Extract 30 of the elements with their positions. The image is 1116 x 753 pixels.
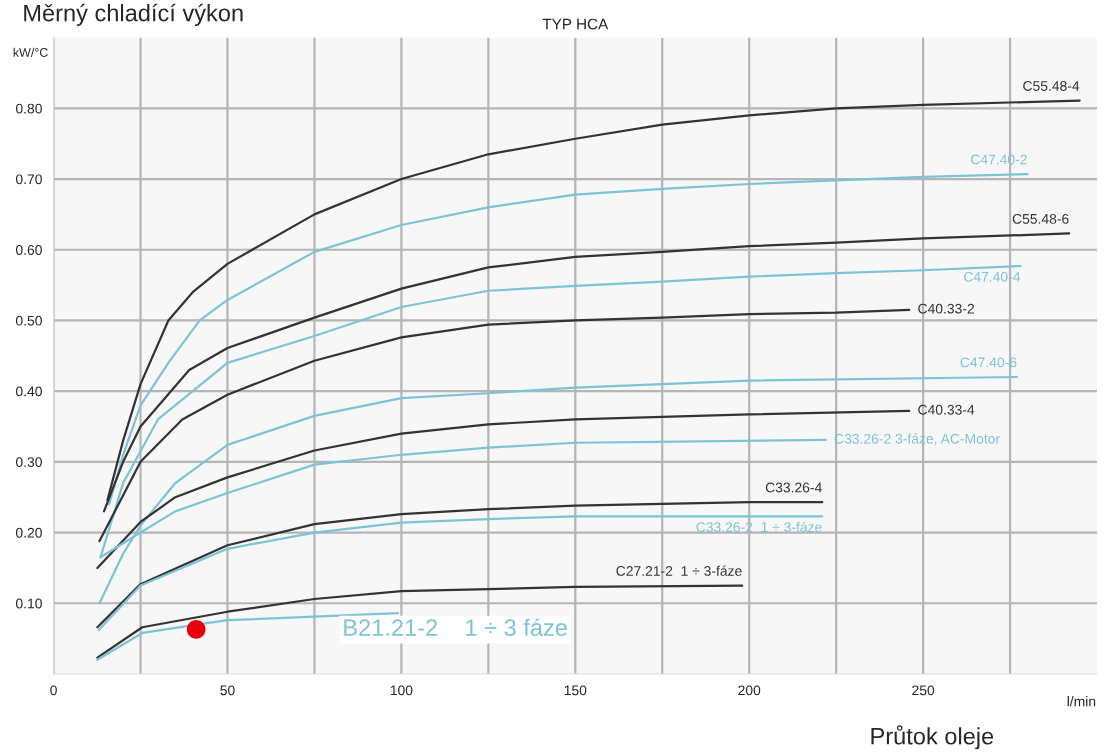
series-label: C27.21-2 1 ÷ 3-fáze (616, 565, 742, 576)
series-label: C55.48-4 (1023, 81, 1080, 91)
y-tick-label: 0.50 (15, 315, 42, 326)
y-tick-label: 0.80 (15, 103, 42, 114)
x-tick-label: 200 (738, 685, 761, 696)
y-tick-label: 0.70 (15, 174, 42, 185)
y-tick-label: 0.30 (15, 457, 42, 468)
series-label: C47.40-4 (964, 271, 1021, 282)
text: kW/°C (13, 47, 48, 57)
y-tick-label: 0.40 (15, 386, 42, 397)
x-tick-label: 150 (564, 685, 587, 696)
x-tick-label: 50 (220, 685, 235, 696)
series-label: C33.26-2 1 ÷ 3-fáze (696, 521, 822, 533)
y-tick-label: 0.20 (15, 527, 42, 538)
series-label: C40.33-2 (918, 303, 974, 314)
chart-title: TYP HCA (542, 18, 609, 30)
x-tick-label: 100 (390, 685, 413, 696)
series-label: C47.40-2 (971, 154, 1027, 165)
y-tick-label: 0.10 (15, 598, 42, 609)
series-label: B21.21-2 1 ÷ 3 fáze (344, 618, 567, 637)
x-tick-label: 0 (50, 685, 57, 696)
y-tick-label: 0.60 (15, 245, 42, 255)
y-axis-title: Měrný chladící výkon (24, 3, 243, 27)
x-tick-label: 250 (912, 685, 935, 696)
series-label: C55.48-6 (1012, 213, 1069, 224)
series-label: C33.26-4 (765, 482, 822, 493)
series-label: C47.40-6 (960, 357, 1017, 368)
x-axis-title: Průtok oleje (871, 725, 994, 750)
series-label: C40.33-4 (918, 404, 975, 415)
text: l/min (1067, 696, 1096, 707)
